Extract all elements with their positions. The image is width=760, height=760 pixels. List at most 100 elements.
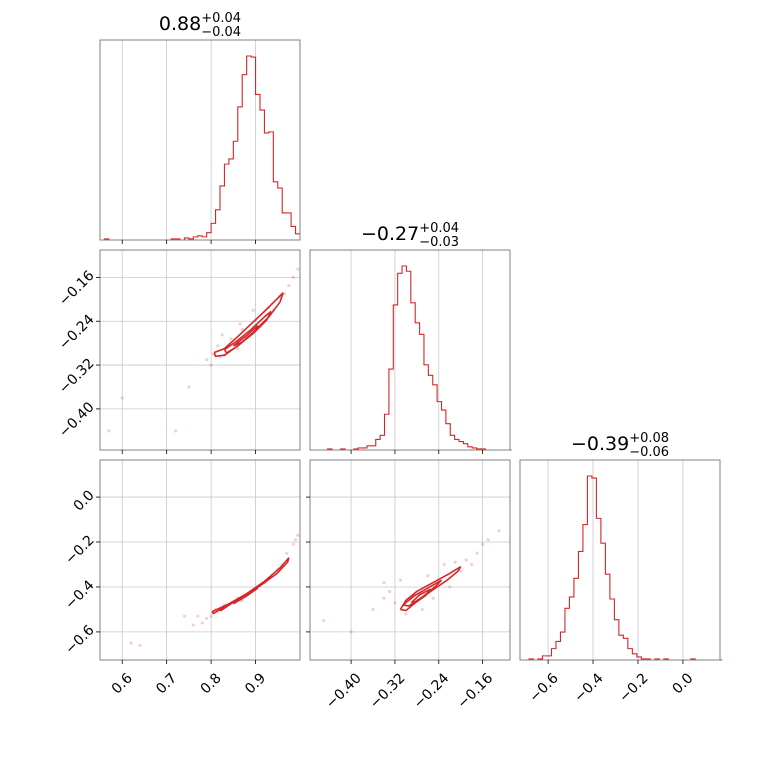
scatter-point: [229, 337, 233, 341]
y-tick-label: −0.40: [56, 399, 98, 441]
title-plus-error: +0.04: [201, 11, 241, 26]
x-tick-label: 0.0: [669, 670, 696, 697]
scatter-point: [296, 533, 300, 537]
scatter-point: [475, 551, 479, 555]
y-tick-label: −0.4: [62, 577, 97, 612]
contour-level-3: [232, 587, 259, 605]
scatter-point: [291, 275, 295, 279]
x-tick-label: 0.9: [242, 670, 269, 697]
scatter-point: [349, 630, 353, 634]
scatter-point: [138, 643, 142, 647]
y-tick-label: −0.24: [56, 312, 98, 354]
histogram-2: [310, 265, 512, 451]
scatter-point: [209, 363, 213, 367]
y-tick-label: −0.32: [56, 355, 98, 397]
panel-frame: [99, 249, 301, 451]
scatter-point: [216, 344, 220, 348]
scatter-point: [173, 429, 178, 433]
scatter-point: [120, 396, 124, 400]
scatter-point: [382, 596, 386, 600]
scatter-point: [464, 558, 468, 562]
x-tick-label: −0.16: [455, 670, 497, 712]
x-tick-label: 0.6: [109, 670, 136, 697]
scatter-point: [107, 429, 111, 433]
scatter-point: [191, 623, 195, 627]
scatter-point: [287, 284, 291, 288]
scatter-point: [251, 308, 255, 312]
x-tick-label: 0.8: [198, 670, 225, 697]
scatter-point: [453, 560, 457, 564]
scatter-point: [187, 385, 191, 389]
x-tick-label: −0.4: [571, 670, 606, 705]
scatter-point: [442, 562, 446, 567]
scatter-point: [293, 538, 298, 542]
scatter-point: [220, 333, 224, 337]
panel-frame: [519, 459, 721, 661]
scatter-point: [371, 607, 375, 612]
y-tick-label: −0.6: [62, 622, 97, 657]
panel-frame: [99, 39, 301, 241]
scatter-point: [459, 569, 463, 573]
y-tick-label: 0.0: [71, 487, 98, 514]
contour-level-3: [410, 588, 432, 604]
scatter-point: [486, 538, 490, 542]
scatter-point: [196, 614, 200, 618]
scatter-point: [322, 619, 326, 623]
scatter-point: [209, 614, 213, 618]
scatter-point: [497, 529, 501, 533]
title-value: −0.27: [361, 223, 419, 245]
joint-panel-1: [107, 267, 300, 433]
scatter-point: [296, 267, 300, 271]
x-tick-label: −0.24: [411, 670, 453, 712]
scatter-point: [238, 322, 242, 326]
joint-panel-2: [129, 533, 300, 647]
scatter-point: [387, 589, 392, 594]
joint-panel-3: [322, 529, 501, 634]
scatter-point: [182, 614, 187, 618]
contour-level-1: [213, 292, 284, 358]
scatter-point: [236, 347, 240, 351]
title-minus-error: −0.06: [629, 445, 669, 460]
scatter-point: [382, 580, 386, 585]
param-title-1: 0.88+0.04 −0.04: [159, 11, 241, 40]
scatter-point: [129, 641, 133, 645]
contour-level-2: [402, 579, 443, 607]
scatter-point: [404, 612, 408, 616]
x-tick-label: −0.2: [616, 670, 651, 705]
title-value: 0.88: [159, 13, 201, 35]
scatter-point: [431, 596, 435, 600]
y-tick-label: −0.16: [56, 268, 98, 310]
scatter-point: [393, 601, 397, 605]
scatter-point: [291, 542, 295, 546]
title-value: −0.39: [571, 433, 629, 455]
contour-level-2: [223, 310, 272, 355]
panel-frame: [309, 459, 511, 661]
title-plus-error: +0.04: [419, 221, 459, 236]
histogram-3: [520, 475, 723, 661]
scatter-point: [420, 607, 424, 612]
contour-level-3: [232, 325, 259, 347]
x-tick-label: −0.6: [526, 670, 561, 705]
title-minus-error: −0.03: [419, 235, 459, 250]
scatter-point: [481, 542, 485, 546]
panel-frame: [309, 249, 511, 451]
x-tick-label: 0.7: [153, 670, 180, 697]
scatter-point: [240, 327, 244, 332]
title-minus-error: −0.04: [201, 25, 241, 40]
scatter-point: [285, 551, 289, 555]
x-tick-label: −0.32: [367, 670, 409, 712]
scatter-point: [426, 574, 430, 578]
scatter-point: [205, 616, 209, 621]
scatter-point: [398, 578, 403, 582]
title-plus-error: +0.08: [629, 431, 669, 446]
histogram-1: [100, 55, 300, 241]
scatter-point: [205, 357, 209, 362]
contour-level-1: [399, 566, 462, 612]
scatter-point: [200, 621, 204, 625]
param-title-3: −0.39+0.08 −0.06: [571, 431, 669, 460]
scatter-point: [448, 585, 452, 589]
x-tick-label: −0.40: [323, 670, 365, 712]
y-tick-label: −0.2: [62, 532, 97, 567]
param-title-2: −0.27+0.04 −0.03: [361, 221, 459, 250]
